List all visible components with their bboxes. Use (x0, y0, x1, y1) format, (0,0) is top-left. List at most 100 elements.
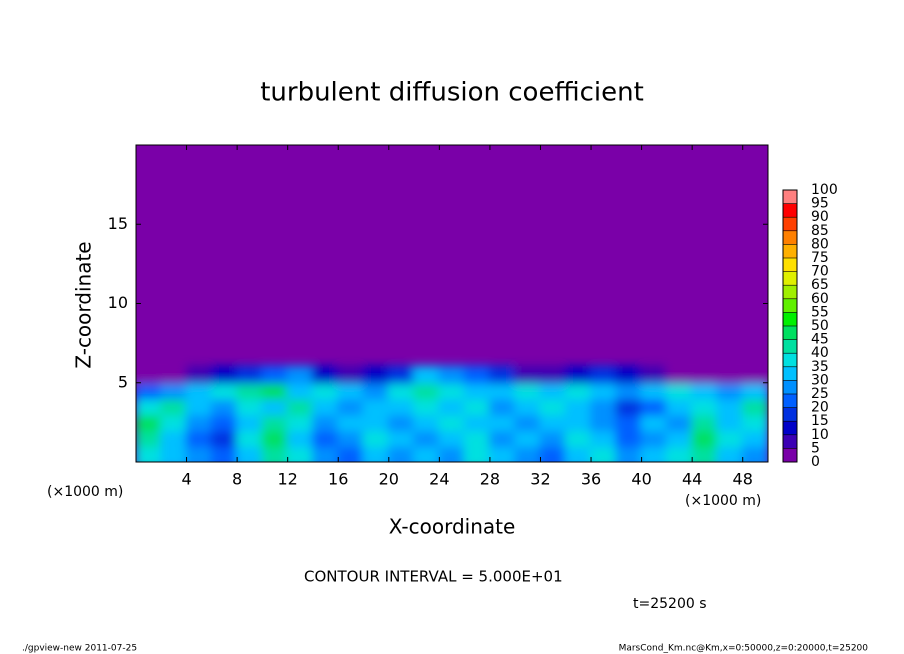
field-cell (337, 381, 365, 400)
field-cell (160, 445, 188, 462)
field-cell (539, 429, 567, 448)
field-cell (261, 413, 289, 432)
field-cell (210, 381, 239, 400)
field-cell (564, 365, 593, 384)
field-cell (337, 397, 365, 416)
field-cell (438, 445, 466, 462)
x-tick-label: 28 (480, 470, 500, 489)
colorbar-band (783, 394, 797, 408)
colorbar-label: 25 (811, 386, 829, 402)
field-cell (590, 397, 618, 416)
field-cell (463, 397, 491, 416)
field-cell (665, 429, 694, 448)
field-cell (185, 413, 213, 432)
field-cell (640, 381, 668, 400)
field-cell (514, 381, 542, 400)
colorbar-band (783, 298, 797, 313)
field-cell (665, 413, 694, 432)
field-cell (691, 397, 719, 416)
colorbar-label: 65 (811, 277, 829, 293)
field-cell (741, 381, 768, 400)
x-tick-label: 16 (328, 470, 348, 489)
colorbar-label: 45 (811, 332, 829, 348)
field-cell (387, 381, 416, 400)
x-unit-label: (×1000 m) (685, 493, 761, 509)
field-cell (261, 381, 289, 400)
colorbar-label: 20 (811, 400, 829, 416)
colorbar-label: 80 (811, 236, 829, 252)
field-cell (564, 445, 593, 462)
field-cell (311, 397, 340, 416)
field-cell (236, 445, 264, 462)
field-cell (286, 397, 314, 416)
colorbar-band (783, 339, 797, 354)
field-cell (463, 429, 491, 448)
field-cell (463, 381, 491, 400)
colorbar-label: 100 (811, 182, 838, 198)
field-cell (438, 413, 466, 432)
field-cell (311, 445, 340, 462)
field-cell (210, 413, 239, 432)
field-cell (210, 445, 239, 462)
x-tick-label: 32 (530, 470, 550, 489)
field-cell (716, 381, 744, 400)
field-cell (413, 397, 441, 416)
field-cell (236, 413, 264, 432)
field-cell (564, 429, 593, 448)
y-axis-label: Z-coordinate (72, 241, 96, 368)
field-cell (185, 381, 213, 400)
field-cell (311, 381, 340, 400)
field-cell (665, 365, 694, 384)
field-cell (210, 429, 239, 448)
field-cell (210, 365, 239, 384)
colorbar-label: 50 (811, 318, 829, 334)
field-cell (311, 365, 340, 384)
field-cell (590, 445, 618, 462)
field-cell (514, 429, 542, 448)
field-cell (311, 413, 340, 432)
field-cell (514, 397, 542, 416)
field-cell (413, 381, 441, 400)
field-cell (564, 413, 593, 432)
field-cell (716, 445, 744, 462)
colorbar-band (783, 380, 797, 394)
field-cell (136, 445, 163, 462)
field-cell (185, 397, 213, 416)
field-cell (539, 365, 567, 384)
field-cell (564, 381, 593, 400)
field-cell (514, 365, 542, 384)
field-cell (413, 429, 441, 448)
field-cell (160, 413, 188, 432)
field-cell (362, 381, 390, 400)
colorbar-band (783, 244, 797, 258)
field-cell (741, 445, 768, 462)
colorbar-band (783, 285, 797, 299)
field-cell (261, 365, 289, 384)
field-cell (236, 381, 264, 400)
field-cell (261, 445, 289, 462)
field-cell (362, 413, 390, 432)
colorbar-label: 10 (811, 427, 829, 443)
colorbar-label: 55 (811, 304, 829, 320)
field-cells (136, 365, 768, 462)
field-cell (160, 397, 188, 416)
colorbar-label: 95 (811, 196, 829, 212)
colorbar-band (783, 448, 797, 462)
field-cell (488, 413, 517, 432)
field-cell (337, 445, 365, 462)
field-cell (311, 429, 340, 448)
x-tick-label: 8 (232, 470, 242, 489)
field-cell (691, 413, 719, 432)
field-cell (716, 365, 744, 384)
field-cell (716, 413, 744, 432)
field-cell (236, 397, 264, 416)
field-cell (136, 413, 163, 432)
field-cell (160, 365, 188, 384)
field-cell (615, 429, 643, 448)
field-cell (387, 429, 416, 448)
field-cell (362, 365, 390, 384)
field-cell (539, 445, 567, 462)
field-cell (387, 413, 416, 432)
colorbar-band (783, 366, 797, 381)
